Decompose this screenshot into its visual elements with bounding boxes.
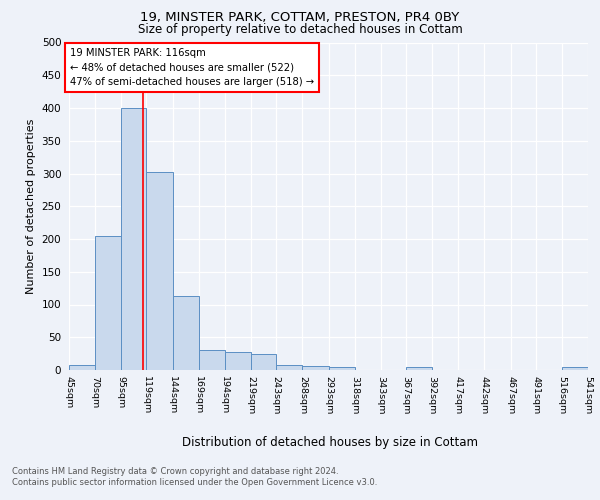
Bar [121, 108, 146, 370]
Bar [199, 350, 225, 370]
Bar [562, 366, 588, 370]
Bar [173, 296, 199, 370]
Bar [225, 352, 251, 370]
Bar [329, 368, 355, 370]
Bar [251, 354, 276, 370]
Bar [302, 366, 329, 370]
Text: Distribution of detached houses by size in Cottam: Distribution of detached houses by size … [182, 436, 478, 449]
Y-axis label: Number of detached properties: Number of detached properties [26, 118, 36, 294]
Bar [146, 172, 173, 370]
Text: 19, MINSTER PARK, COTTAM, PRESTON, PR4 0BY: 19, MINSTER PARK, COTTAM, PRESTON, PR4 0… [140, 12, 460, 24]
Text: 19 MINSTER PARK: 116sqm
← 48% of detached houses are smaller (522)
47% of semi-d: 19 MINSTER PARK: 116sqm ← 48% of detache… [70, 48, 314, 88]
Text: Contains HM Land Registry data © Crown copyright and database right 2024.
Contai: Contains HM Land Registry data © Crown c… [12, 468, 377, 487]
Bar [276, 365, 302, 370]
Text: Size of property relative to detached houses in Cottam: Size of property relative to detached ho… [137, 22, 463, 36]
Bar [69, 365, 95, 370]
Bar [95, 236, 121, 370]
Bar [406, 368, 432, 370]
